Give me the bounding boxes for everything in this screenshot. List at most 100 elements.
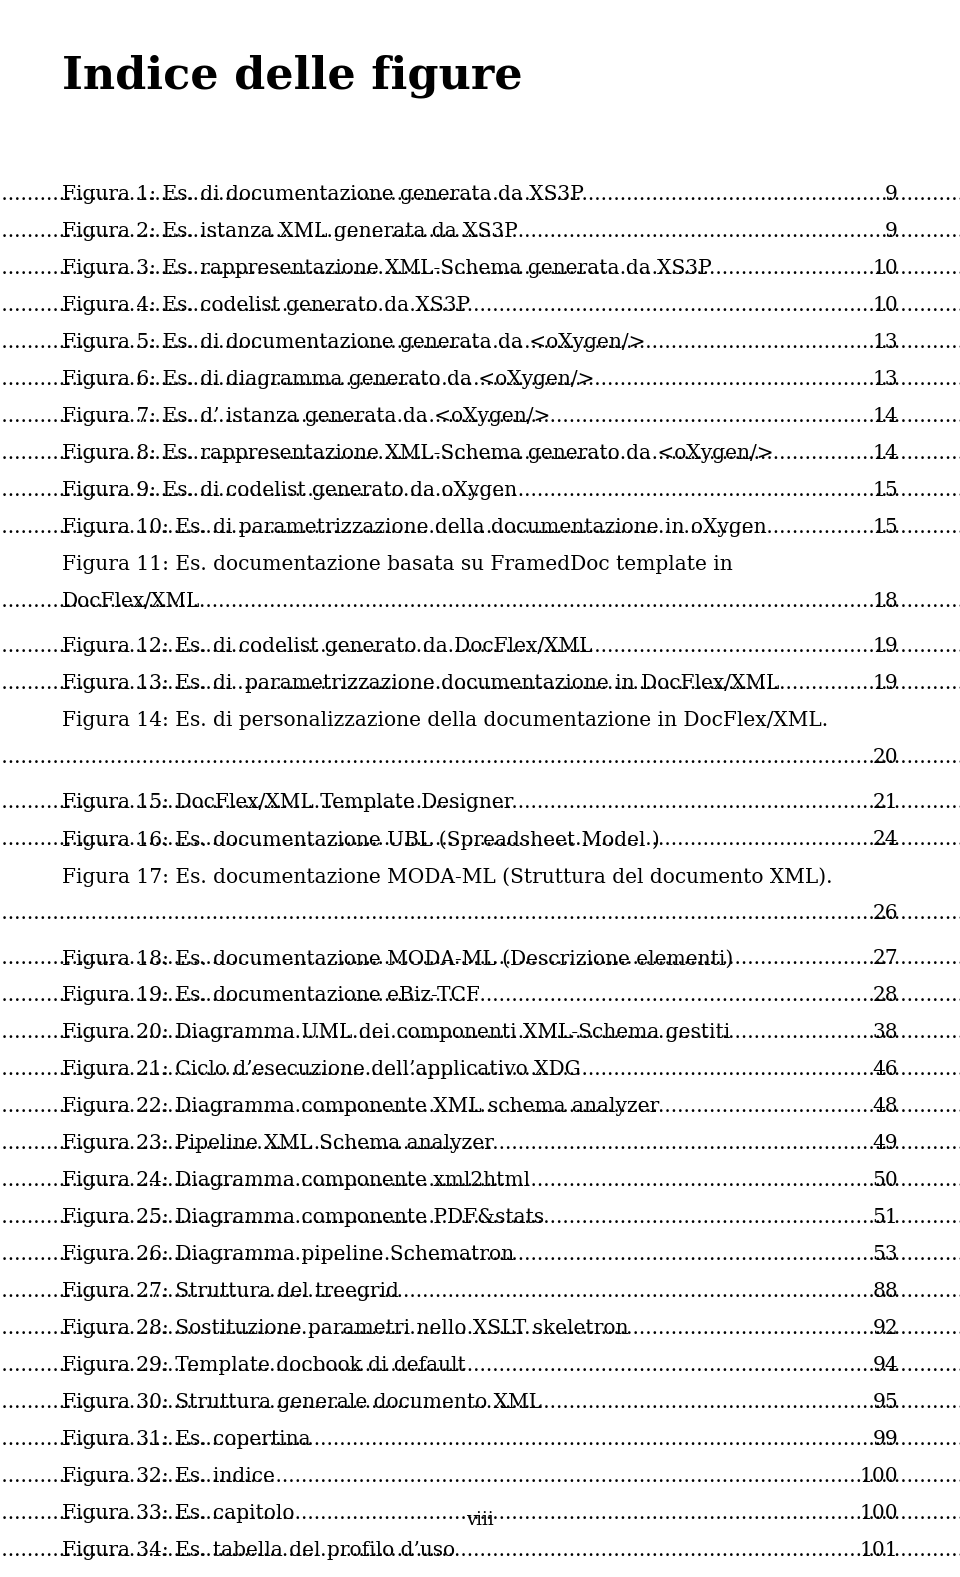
Text: 92: 92	[873, 1318, 898, 1337]
Text: Figura 34: Es. tabella del profilo d’uso: Figura 34: Es. tabella del profilo d’uso	[62, 1541, 455, 1560]
Text: Figura 21: Ciclo d’esecuzione dell’applicativo XDG: Figura 21: Ciclo d’esecuzione dell’appli…	[62, 1060, 581, 1079]
Text: ................................................................................: ........................................…	[0, 407, 960, 426]
Text: ................................................................................: ........................................…	[0, 1060, 960, 1079]
Text: ................................................................................: ........................................…	[0, 830, 960, 848]
Text: 14: 14	[873, 407, 898, 426]
Text: ................................................................................: ........................................…	[0, 185, 960, 203]
Text: Figura 33: Es. capitolo: Figura 33: Es. capitolo	[62, 1504, 295, 1523]
Text: ................................................................................: ........................................…	[0, 1134, 960, 1153]
Text: ................................................................................: ........................................…	[0, 1504, 960, 1523]
Text: 101: 101	[859, 1541, 898, 1560]
Text: Figura 26: Diagramma pipeline Schematron: Figura 26: Diagramma pipeline Schematron	[62, 1244, 515, 1265]
Text: 100: 100	[859, 1467, 898, 1486]
Text: Figura 19: Es. documentazione eBiz-TCF: Figura 19: Es. documentazione eBiz-TCF	[62, 986, 480, 1005]
Text: Figura 9: Es. di codelist generato da oXygen: Figura 9: Es. di codelist generato da oX…	[62, 481, 517, 500]
Text: ................................................................................: ........................................…	[0, 1356, 960, 1375]
Text: 50: 50	[873, 1172, 898, 1191]
Text: ................................................................................: ........................................…	[0, 637, 960, 656]
Text: 15: 15	[873, 517, 898, 538]
Text: Figura 31: Es. copertina: Figura 31: Es. copertina	[62, 1430, 311, 1449]
Text: Figura 12: Es. di codelist generato da DocFlex/XML: Figura 12: Es. di codelist generato da D…	[62, 637, 592, 656]
Text: Figura 13: Es. di  parametrizzazione documentazione in DocFlex/XML: Figura 13: Es. di parametrizzazione docu…	[62, 673, 780, 692]
Text: Indice delle figure: Indice delle figure	[62, 55, 522, 98]
Text: 9: 9	[885, 222, 898, 241]
Text: 48: 48	[873, 1098, 898, 1117]
Text: 19: 19	[873, 673, 898, 692]
Text: 18: 18	[873, 591, 898, 610]
Text: 19: 19	[873, 637, 898, 656]
Text: Figura 25: Diagramma componente PDF&stats: Figura 25: Diagramma componente PDF&stat…	[62, 1208, 544, 1227]
Text: viii: viii	[467, 1511, 493, 1530]
Text: Figura 32: Es. indice: Figura 32: Es. indice	[62, 1467, 275, 1486]
Text: 100: 100	[859, 1504, 898, 1523]
Text: ................................................................................: ........................................…	[0, 1467, 960, 1486]
Text: 10: 10	[873, 296, 898, 315]
Text: 14: 14	[873, 445, 898, 464]
Text: ................................................................................: ........................................…	[0, 1282, 960, 1301]
Text: ................................................................................: ........................................…	[0, 591, 960, 610]
Text: Figura 5: Es. di documentazione generata da <oXygen/>: Figura 5: Es. di documentazione generata…	[62, 333, 645, 352]
Text: ................................................................................: ........................................…	[0, 793, 960, 812]
Text: Figura 1: Es. di documentazione generata da XS3P: Figura 1: Es. di documentazione generata…	[62, 185, 584, 203]
Text: Figura 11: Es. documentazione basata su FramedDoc template in: Figura 11: Es. documentazione basata su …	[62, 555, 732, 574]
Text: Figura 23: Pipeline XML Schema analyzer: Figura 23: Pipeline XML Schema analyzer	[62, 1134, 493, 1153]
Text: 13: 13	[873, 333, 898, 352]
Text: Figura 27: Struttura del treegrid: Figura 27: Struttura del treegrid	[62, 1282, 398, 1301]
Text: ................................................................................: ........................................…	[0, 481, 960, 500]
Text: 53: 53	[873, 1244, 898, 1265]
Text: DocFlex/XML: DocFlex/XML	[62, 591, 201, 610]
Text: ................................................................................: ........................................…	[0, 1098, 960, 1117]
Text: ................................................................................: ........................................…	[0, 986, 960, 1005]
Text: Figura 3: Es. rappresentazione XML-Schema generata da XS3P: Figura 3: Es. rappresentazione XML-Schem…	[62, 259, 711, 278]
Text: ................................................................................: ........................................…	[0, 949, 960, 968]
Text: Figura 28: Sostituzione parametri nello XSLT skeletron: Figura 28: Sostituzione parametri nello …	[62, 1318, 629, 1337]
Text: 46: 46	[873, 1060, 898, 1079]
Text: Figura 6: Es. di diagramma generato da <oXygen/>: Figura 6: Es. di diagramma generato da <…	[62, 371, 594, 390]
Text: Figura 4: Es. codelist generato da XS3P: Figura 4: Es. codelist generato da XS3P	[62, 296, 470, 315]
Text: Figura 7: Es. d’ istanza generata da <oXygen/>: Figura 7: Es. d’ istanza generata da <oX…	[62, 407, 550, 426]
Text: ................................................................................: ........................................…	[0, 1318, 960, 1337]
Text: ................................................................................: ........................................…	[0, 517, 960, 538]
Text: Figura 29: Template docbook di default: Figura 29: Template docbook di default	[62, 1356, 466, 1375]
Text: Figura 30: Struttura generale documento XML: Figura 30: Struttura generale documento …	[62, 1392, 542, 1411]
Text: Figura 10: Es. di parametrizzazione della documentazione in oXygen: Figura 10: Es. di parametrizzazione dell…	[62, 517, 767, 538]
Text: 95: 95	[873, 1392, 898, 1411]
Text: ................................................................................: ........................................…	[0, 1023, 960, 1042]
Text: Figura 15: DocFlex/XML Template Designer: Figura 15: DocFlex/XML Template Designer	[62, 793, 514, 812]
Text: 51: 51	[873, 1208, 898, 1227]
Text: ................................................................................: ........................................…	[0, 371, 960, 390]
Text: Figura 16: Es. documentazione UBL (Spreadsheet Model ): Figura 16: Es. documentazione UBL (Sprea…	[62, 830, 660, 850]
Text: Figura 8: Es. rappresentazione XML-Schema generato da <oXygen/>: Figura 8: Es. rappresentazione XML-Schem…	[62, 445, 774, 464]
Text: ................................................................................: ........................................…	[0, 904, 960, 923]
Text: ................................................................................: ........................................…	[0, 1430, 960, 1449]
Text: ................................................................................: ........................................…	[0, 259, 960, 278]
Text: 24: 24	[873, 830, 898, 848]
Text: Figura 2: Es. istanza XML generata da XS3P: Figura 2: Es. istanza XML generata da XS…	[62, 222, 517, 241]
Text: ................................................................................: ........................................…	[0, 747, 960, 766]
Text: 88: 88	[873, 1282, 898, 1301]
Text: 13: 13	[873, 371, 898, 390]
Text: Figura 17: Es. documentazione MODA-ML (Struttura del documento XML).: Figura 17: Es. documentazione MODA-ML (S…	[62, 867, 832, 886]
Text: 26: 26	[873, 904, 898, 923]
Text: ................................................................................: ........................................…	[0, 1244, 960, 1265]
Text: 21: 21	[873, 793, 898, 812]
Text: ................................................................................: ........................................…	[0, 673, 960, 692]
Text: ................................................................................: ........................................…	[0, 222, 960, 241]
Text: ................................................................................: ........................................…	[0, 296, 960, 315]
Text: Figura 20: Diagramma UML dei componenti XML-Schema gestiti: Figura 20: Diagramma UML dei componenti …	[62, 1023, 731, 1042]
Text: 15: 15	[873, 481, 898, 500]
Text: Figura 14: Es. di personalizzazione della documentazione in DocFlex/XML.: Figura 14: Es. di personalizzazione dell…	[62, 711, 828, 730]
Text: ................................................................................: ........................................…	[0, 333, 960, 352]
Text: ................................................................................: ........................................…	[0, 1172, 960, 1191]
Text: 28: 28	[873, 986, 898, 1005]
Text: 10: 10	[873, 259, 898, 278]
Text: 9: 9	[885, 185, 898, 203]
Text: 20: 20	[873, 747, 898, 766]
Text: ................................................................................: ........................................…	[0, 1541, 960, 1560]
Text: 38: 38	[873, 1023, 898, 1042]
Text: Figura 24: Diagramma componente xml2html: Figura 24: Diagramma componente xml2html	[62, 1172, 530, 1191]
Text: ................................................................................: ........................................…	[0, 1208, 960, 1227]
Text: 99: 99	[873, 1430, 898, 1449]
Text: Figura 18: Es. documentazione MODA-ML (Descrizione elementi): Figura 18: Es. documentazione MODA-ML (D…	[62, 949, 733, 968]
Text: Figura 22: Diagramma componente XML schema analyzer: Figura 22: Diagramma componente XML sche…	[62, 1098, 660, 1117]
